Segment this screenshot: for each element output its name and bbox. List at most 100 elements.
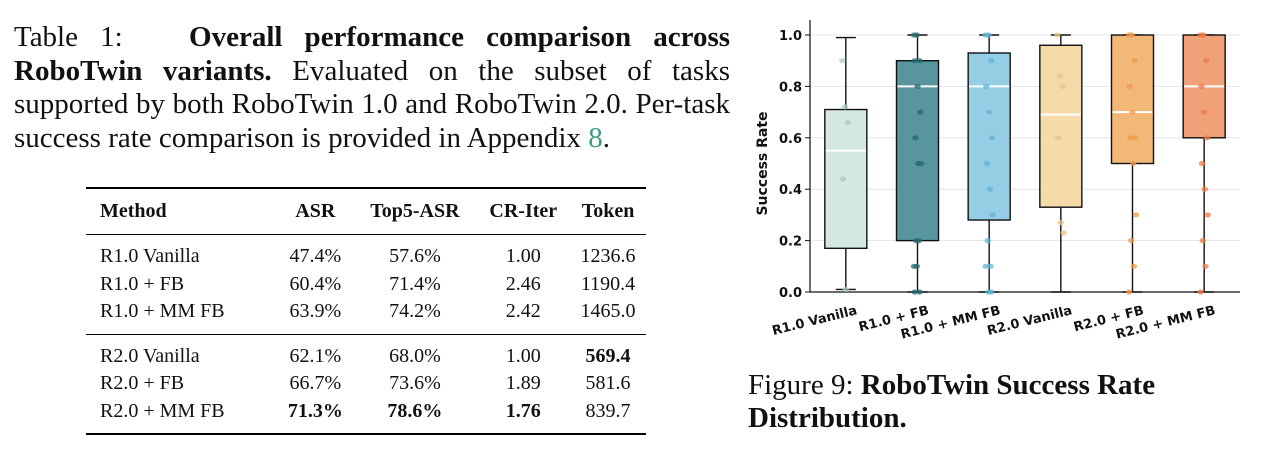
cell-top5-asr: 57.6% [389, 245, 441, 268]
data-point [988, 289, 995, 295]
data-point [911, 289, 918, 295]
data-point [1130, 160, 1137, 167]
header-asr: ASR [277, 187, 354, 235]
y-tick-label: 0.2 [779, 235, 802, 250]
data-point [913, 32, 920, 38]
data-point [988, 58, 995, 64]
cell-method: R2.0 Vanilla [100, 344, 200, 367]
data-point [842, 286, 850, 293]
figure-caption-label: Figure 9: [748, 369, 854, 401]
data-point [988, 135, 996, 141]
box-body [895, 60, 940, 242]
data-point [1199, 238, 1206, 244]
data-point [841, 104, 849, 110]
table-caption: Table 1: Overall performance comparison … [14, 21, 730, 155]
cell-cr-iter: 2.42 [476, 298, 571, 335]
cell-token: 1190.4 [580, 272, 636, 295]
cell-top5-asr: 74.2% [353, 298, 477, 335]
header-token: Token [570, 187, 646, 235]
x-tick-label: R1.0 Vanilla [771, 303, 859, 339]
box-body [967, 52, 1011, 221]
data-point [1198, 160, 1206, 167]
cell-top5-asr: 71.4% [389, 272, 441, 295]
data-point [917, 109, 924, 115]
header-top5-asr: Top5-ASR [353, 187, 477, 235]
y-tick-label: 0.0 [779, 286, 802, 301]
success-rate-boxplot: Success Rate 0.0 0.2 0.4 0.6 0.8 1.0 R1.0 Vani… [755, 20, 1240, 343]
results-table: Method ASR Top5-ASR CR-Iter Token R1.0 V… [86, 187, 646, 435]
table-caption-body: Evaluated on the subset of tasks support… [14, 54, 730, 154]
data-point [844, 119, 852, 125]
data-point [983, 83, 990, 89]
data-point [982, 263, 989, 269]
data-point [986, 186, 994, 192]
data-point [1131, 58, 1138, 64]
data-point [1125, 289, 1133, 295]
data-point [839, 176, 847, 182]
data-point [987, 263, 994, 269]
cell-cr-iter: 1.00 [505, 344, 541, 367]
data-point [1056, 73, 1064, 79]
data-point [839, 58, 846, 64]
data-point [1054, 135, 1062, 141]
data-point [1198, 83, 1205, 89]
cell-cr-iter: 2.46 [505, 272, 541, 295]
data-point [1057, 220, 1065, 226]
data-point [1054, 32, 1061, 38]
cell-cr-iter: 1.00 [505, 245, 541, 268]
data-point [916, 289, 923, 295]
appendix-link[interactable]: 8 [588, 121, 603, 154]
data-point [983, 160, 991, 167]
table-caption-label: Table 1: [14, 21, 123, 53]
cell-top5-asr: 68.0% [389, 344, 441, 367]
data-point [989, 212, 996, 218]
table-header-row: Method ASR Top5-ASR CR-Iter Token [86, 187, 646, 235]
y-tick-label: 0.6 [779, 132, 802, 147]
data-point [1132, 212, 1140, 218]
cell-token: 581.6 [585, 372, 631, 395]
cell-asr: 63.9% [277, 298, 354, 335]
data-point [985, 109, 993, 115]
figure-caption: Figure 9: RoboTwin Success Rate Distribu… [748, 369, 1248, 435]
data-point [1059, 83, 1067, 89]
data-point [1203, 58, 1210, 64]
cell-method: R1.0 Vanilla [100, 245, 200, 268]
cell-asr: 62.1% [289, 344, 342, 367]
cell-asr: 47.4% [289, 245, 342, 268]
table-caption-title: Overall performance comparison across Ro… [14, 21, 731, 87]
cell-asr: 71.3% [277, 397, 354, 435]
figure-caption-title: RoboTwin Success Rate Distribution. [748, 369, 1156, 434]
cell-token: 569.4 [585, 344, 631, 367]
table-row: R2.0 + FB 66.7% 73.6% 1.89 581.6 [86, 370, 646, 398]
data-point [913, 263, 920, 269]
data-point [984, 238, 991, 244]
cell-token: 1236.6 [580, 245, 636, 268]
data-point [1129, 109, 1136, 115]
data-point [1204, 212, 1211, 218]
cell-token: 839.7 [570, 397, 646, 435]
cell-token: 1465.0 [570, 298, 646, 335]
cell-cr-iter: 1.89 [505, 372, 541, 395]
data-point [1200, 109, 1208, 115]
cell-top5-asr: 73.6% [389, 372, 441, 395]
box-body [1110, 34, 1155, 165]
data-point [1203, 135, 1211, 141]
y-tick-label: 0.4 [779, 183, 802, 198]
box-body [1039, 44, 1083, 208]
data-point [985, 32, 992, 38]
data-point [1060, 230, 1067, 236]
y-tick-label: 0.8 [779, 80, 802, 95]
header-cr-iter: CR-Iter [476, 187, 571, 235]
header-method: Method [86, 187, 278, 235]
cell-method: R2.0 + FB [100, 372, 185, 395]
data-point [917, 160, 925, 167]
data-point [1201, 186, 1209, 192]
y-tick-label: 1.0 [779, 29, 802, 44]
table-row: R1.0 + FB 60.4% 71.4% 2.46 1190.4 [86, 271, 646, 299]
data-point [1197, 289, 1204, 295]
data-point [1126, 83, 1133, 89]
data-point [911, 58, 918, 64]
table-row: R2.0 + MM FB 71.3% 78.6% 1.76 839.7 [86, 397, 646, 435]
data-point [1127, 135, 1134, 141]
data-point [914, 83, 921, 89]
